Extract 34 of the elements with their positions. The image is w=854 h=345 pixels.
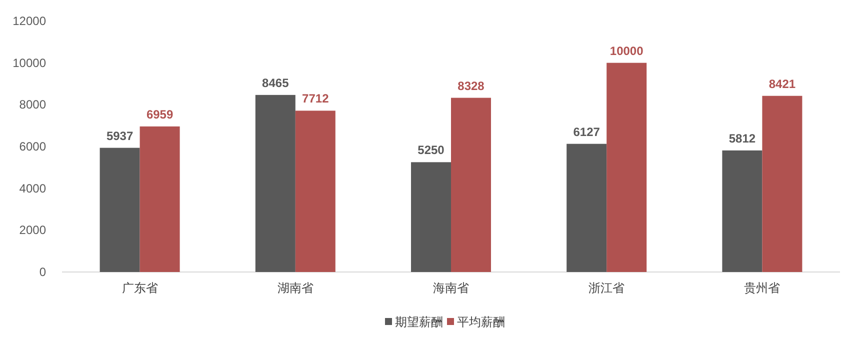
y-tick-label: 8000 [19, 98, 46, 112]
data-label: 6959 [146, 107, 174, 122]
bar [295, 110, 336, 272]
data-label: 8328 [458, 78, 485, 93]
y-tick-label: 12000 [12, 14, 46, 28]
y-tick-label: 10000 [12, 56, 46, 70]
y-tick-label: 4000 [19, 181, 46, 196]
y-tick-label: 6000 [19, 140, 46, 154]
bar [411, 162, 451, 272]
data-label: 10000 [610, 44, 644, 58]
y-tick-label: 0 [39, 265, 46, 279]
bar [451, 98, 491, 272]
data-label: 8421 [768, 76, 796, 91]
data-label: 7712 [302, 92, 330, 106]
x-tick-label: 湖南省 [277, 281, 314, 295]
x-tick-label: 海南省 [433, 281, 469, 295]
data-label: 5250 [418, 143, 445, 158]
bar [606, 62, 647, 272]
x-tick-label: 广东省 [122, 281, 158, 295]
x-tick-label: 贵州省 [744, 281, 780, 295]
bar [566, 144, 607, 272]
legend-label: 期望薪酬 [395, 315, 443, 329]
bar [255, 94, 296, 272]
bar [100, 148, 140, 272]
bar [722, 150, 762, 272]
data-label: 8465 [262, 76, 290, 90]
legend-label: 平均薪酬 [457, 315, 505, 329]
data-label: 5937 [106, 128, 134, 143]
data-label: 5812 [728, 131, 756, 146]
data-label: 6127 [573, 124, 600, 139]
x-tick-label: 浙江省 [588, 281, 625, 295]
bar [140, 126, 180, 272]
y-tick-label: 2000 [19, 223, 46, 238]
bar [762, 96, 802, 272]
